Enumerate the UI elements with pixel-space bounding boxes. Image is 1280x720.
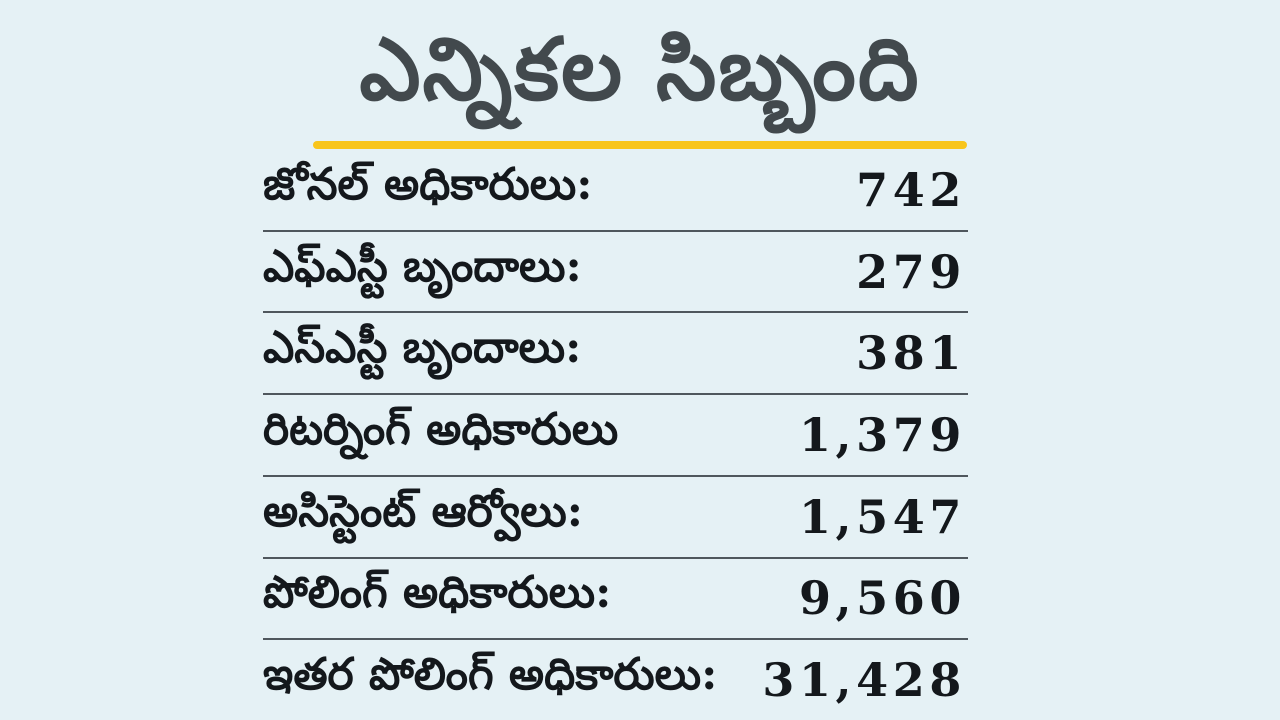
row-label: అసిస్టెంట్ ఆర్వోలు:: [263, 485, 583, 537]
row-label: పోలింగ్ అధికారులు:: [263, 567, 612, 619]
row-value: 279: [856, 244, 966, 299]
row-value: 381: [856, 326, 966, 381]
row-value: 31,428: [762, 653, 966, 708]
table-row: అసిస్టెంట్ ఆర్వోలు: 1,547: [263, 477, 968, 559]
row-label: ఎస్ఎస్టీ బృందాలు:: [263, 322, 582, 374]
table-row: ఎఫ్ఎస్టీ బృందాలు: 279: [263, 232, 968, 314]
staff-table: జోనల్ అధికారులు: 742 ఎఫ్ఎస్టీ బృందాలు: 2…: [263, 150, 968, 720]
table-row: ఇతర పోలింగ్ అధికారులు: 31,428: [263, 640, 968, 720]
table-row: రిటర్నింగ్ అధికారులు 1,379: [263, 395, 968, 477]
row-value: 9,560: [798, 571, 966, 626]
row-label: రిటర్నింగ్ అధికారులు: [263, 404, 619, 456]
table-row: జోనల్ అధికారులు: 742: [263, 150, 968, 232]
row-value: 742: [856, 162, 966, 217]
title-accent-underline: [313, 141, 967, 149]
row-value: 1,547: [798, 489, 966, 544]
row-value: 1,379: [798, 408, 966, 463]
table-row: ఎస్ఎస్టీ బృందాలు: 381: [263, 313, 968, 396]
row-label: జోనల్ అధికారులు:: [263, 158, 593, 210]
row-label: ఇతర పోలింగ్ అధికారులు:: [263, 649, 718, 701]
row-label: ఎఫ్ఎస్టీ బృందాలు:: [263, 240, 582, 292]
table-row: పోలింగ్ అధికారులు: 9,560: [263, 559, 968, 641]
page-title: ఎన్నికల సిబ్బంది: [359, 19, 921, 120]
